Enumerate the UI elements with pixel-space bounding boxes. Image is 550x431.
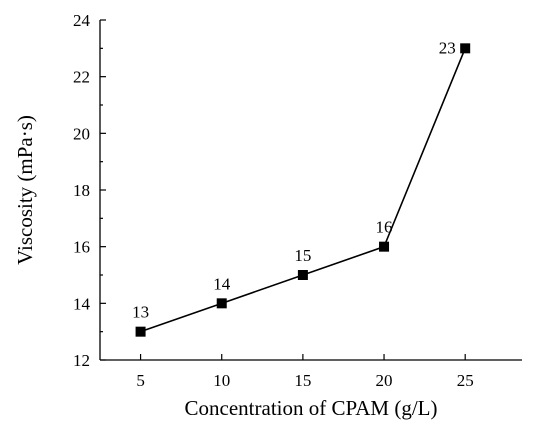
x-tick-label: 15: [294, 371, 311, 390]
y-axis-title: Viscosity (mPa·s): [13, 115, 37, 265]
y-tick-label: 24: [73, 11, 91, 30]
data-label: 14: [213, 274, 231, 293]
data-label: 16: [376, 218, 393, 237]
data-point: [297, 270, 308, 280]
data-label: 15: [294, 246, 311, 265]
x-tick-label: 25: [457, 371, 474, 390]
y-tick-label: 16: [73, 238, 90, 257]
data-label: 13: [132, 303, 149, 322]
series-group: 13 14 15 16 23: [132, 38, 471, 337]
y-tick-label: 22: [73, 68, 90, 87]
y-tick-label: 18: [73, 181, 90, 200]
data-point: [460, 43, 471, 54]
data-label: 23: [439, 38, 456, 57]
x-tick-label: 20: [376, 371, 393, 390]
x-tick-label: 5: [136, 371, 145, 390]
y-ticks: 12 14 16 18 20 22 24: [73, 11, 106, 370]
data-point: [379, 241, 390, 252]
x-axis-title: Concentration of CPAM (g/L): [185, 396, 438, 420]
y-tick-label: 12: [73, 351, 90, 370]
x-ticks: 5 10 15 20 25: [136, 354, 474, 390]
series-line: [140, 48, 466, 333]
y-tick-label: 14: [73, 294, 91, 313]
data-point: [135, 326, 146, 337]
x-tick-label: 10: [213, 371, 230, 390]
axes: [99, 20, 522, 361]
data-point: [216, 298, 227, 309]
y-tick-label: 20: [73, 124, 90, 143]
